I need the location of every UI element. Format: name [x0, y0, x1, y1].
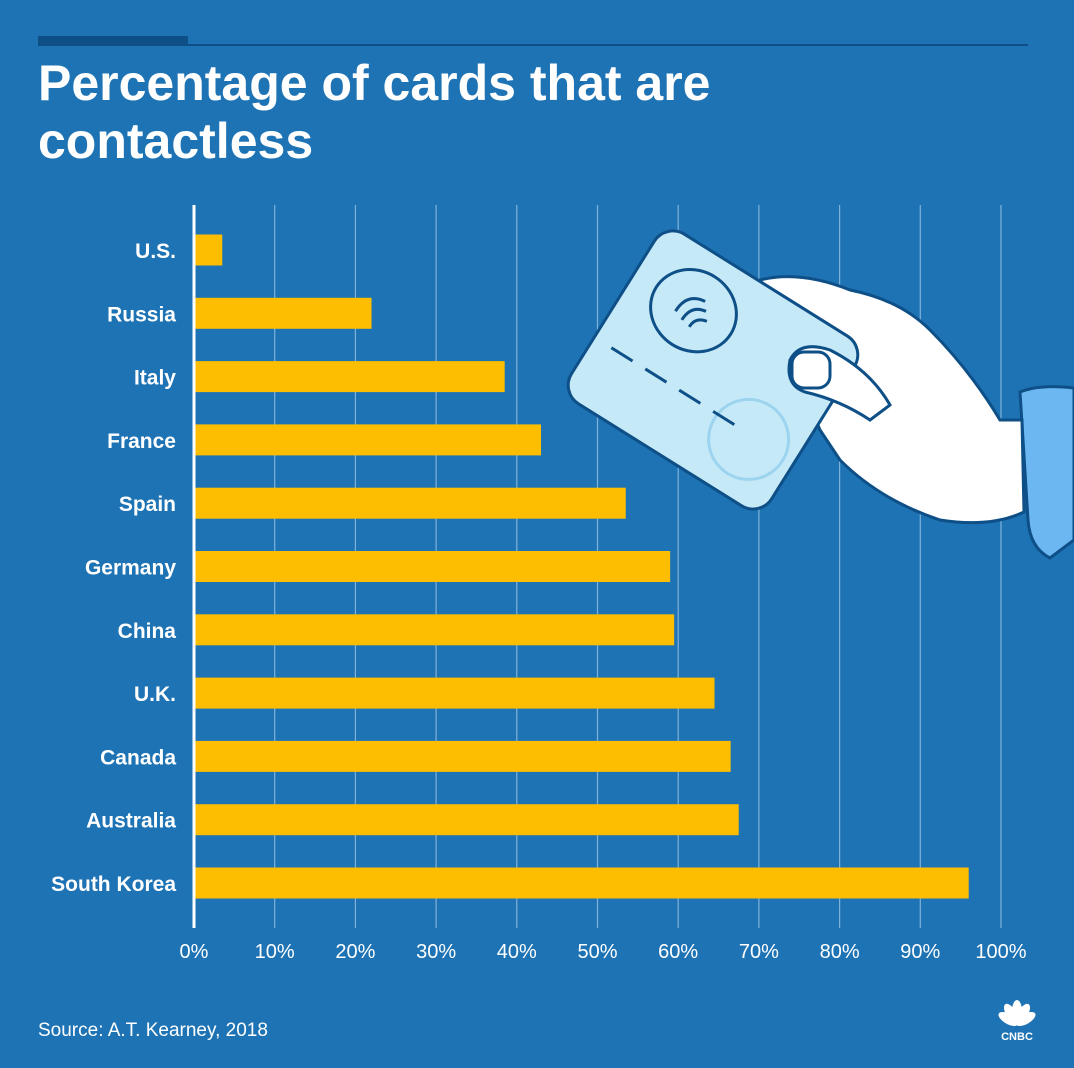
bar: [195, 677, 715, 709]
category-label: South Korea: [51, 873, 176, 896]
header-rule: [38, 44, 1028, 46]
category-label: Russia: [107, 303, 176, 326]
x-tick-label: 70%: [739, 941, 779, 963]
x-tick-label: 50%: [577, 941, 617, 963]
x-tick-label: 40%: [497, 941, 537, 963]
logo-text: CNBC: [1001, 1031, 1033, 1042]
hand-holding-contactless-card-icon: [566, 229, 1074, 560]
bar: [195, 740, 731, 772]
x-tick-label: 100%: [975, 941, 1026, 963]
x-tick-label: 20%: [335, 941, 375, 963]
header-accent-bar: [38, 36, 188, 46]
bar: [195, 614, 675, 646]
category-label: Spain: [119, 493, 176, 516]
bar: [195, 361, 505, 393]
category-label: Australia: [86, 810, 176, 833]
category-label: France: [107, 430, 176, 453]
bar: [195, 804, 739, 836]
x-tick-label: 90%: [900, 941, 940, 963]
source-note: Source: A.T. Kearney, 2018: [38, 1020, 268, 1041]
x-tick-label: 0%: [180, 941, 209, 963]
bar: [195, 867, 969, 899]
x-tick-label: 80%: [820, 941, 860, 963]
category-label: Canada: [100, 746, 176, 769]
cnbc-logo: CNBC: [998, 1000, 1036, 1042]
category-label: U.S.: [135, 240, 176, 263]
bar: [195, 424, 542, 456]
category-label: China: [118, 620, 177, 643]
category-label: Italy: [134, 367, 176, 390]
bar: [195, 487, 626, 519]
bar: [195, 551, 671, 582]
x-tick-label: 10%: [255, 941, 295, 963]
bar: [195, 297, 372, 329]
x-tick-label: 60%: [658, 941, 698, 963]
chart-title: Percentage of cards that are contactless: [38, 55, 711, 169]
bar: [195, 234, 223, 266]
x-tick-label: 30%: [416, 941, 456, 963]
category-label: U.K.: [134, 683, 176, 706]
category-label: Germany: [85, 557, 176, 580]
